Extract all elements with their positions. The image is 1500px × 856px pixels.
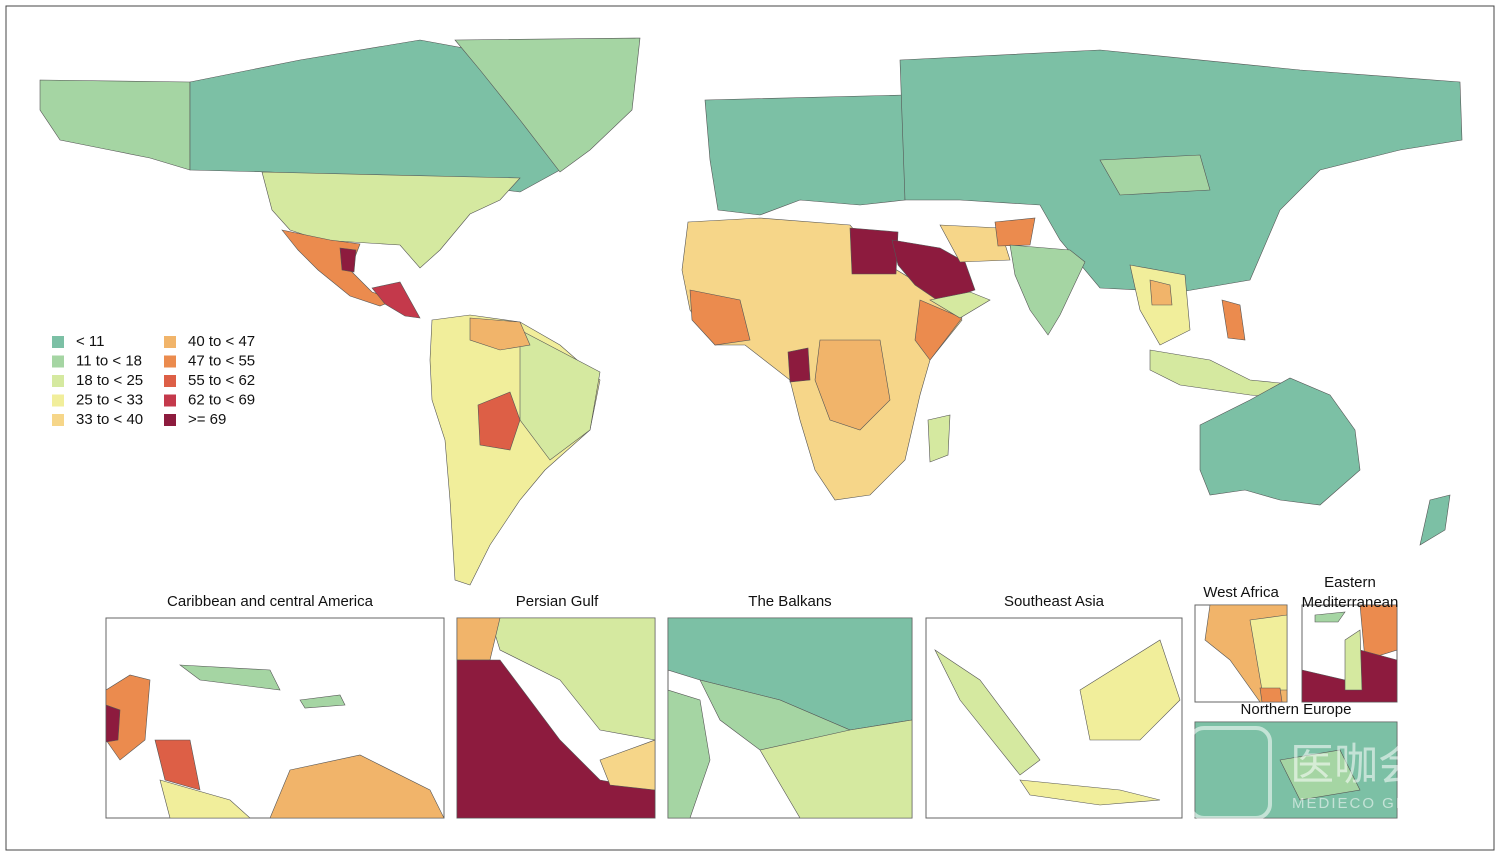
inset-title: Southeast Asia bbox=[1004, 593, 1105, 610]
region bbox=[1099, 154, 1211, 196]
region bbox=[454, 37, 641, 173]
region bbox=[1079, 639, 1181, 741]
legend-swatch bbox=[52, 336, 64, 348]
legend: < 11 11 to < 18 18 to < 25 25 to < 33 33 to … bbox=[52, 333, 255, 428]
region bbox=[159, 779, 251, 818]
region bbox=[1314, 611, 1346, 623]
region bbox=[1359, 605, 1397, 661]
region bbox=[927, 414, 951, 463]
region bbox=[1149, 279, 1173, 306]
legend-label: 62 to < 69 bbox=[188, 391, 255, 408]
region bbox=[1279, 749, 1361, 801]
region bbox=[1249, 614, 1287, 691]
watermark-sub: MEDIECO GROUP bbox=[1292, 795, 1447, 812]
legend-swatch bbox=[52, 355, 64, 368]
region bbox=[106, 704, 121, 743]
inset-title: The Balkans bbox=[748, 593, 831, 610]
region bbox=[814, 339, 891, 431]
legend-label: 55 to < 62 bbox=[188, 372, 255, 389]
watermark-brand: 医咖会 bbox=[1290, 741, 1422, 790]
region bbox=[339, 247, 357, 273]
region bbox=[1259, 687, 1283, 702]
region bbox=[1019, 779, 1161, 806]
region bbox=[704, 94, 906, 216]
inset-title: Caribbean and central America bbox=[167, 593, 374, 610]
region bbox=[939, 224, 1011, 263]
legend-swatch bbox=[164, 336, 176, 348]
region bbox=[914, 299, 963, 361]
region bbox=[371, 281, 421, 319]
legend-label: 33 to < 40 bbox=[76, 411, 143, 428]
legend-label: 47 to < 55 bbox=[188, 352, 255, 369]
region bbox=[189, 39, 561, 193]
legend-swatch bbox=[164, 394, 176, 407]
legend-swatch bbox=[52, 394, 64, 407]
watermark-logo bbox=[1188, 726, 1272, 820]
region bbox=[519, 329, 601, 461]
region bbox=[1199, 377, 1361, 506]
region bbox=[469, 317, 531, 351]
region bbox=[269, 754, 444, 818]
region bbox=[689, 289, 751, 346]
inset-title: Persian Gulf bbox=[516, 593, 599, 610]
legend-label: 40 to < 47 bbox=[188, 333, 255, 350]
region bbox=[261, 171, 521, 269]
legend-label: 11 to < 18 bbox=[76, 352, 142, 369]
region bbox=[599, 739, 655, 791]
inset-title: West Africa bbox=[1203, 584, 1279, 601]
region bbox=[934, 649, 1041, 776]
inset-title: Northern Europe bbox=[1241, 701, 1352, 718]
region bbox=[299, 694, 346, 709]
legend-label: 18 to < 25 bbox=[76, 372, 143, 389]
region bbox=[929, 291, 991, 319]
world-map bbox=[39, 37, 1463, 586]
legend-swatch bbox=[52, 414, 64, 426]
region bbox=[668, 689, 711, 818]
legend-swatch bbox=[164, 414, 176, 426]
region bbox=[1344, 629, 1363, 691]
inset-title: Eastern Mediterranean bbox=[1302, 574, 1399, 611]
inset-maps bbox=[105, 604, 1398, 819]
legend-label: 25 to < 33 bbox=[76, 391, 143, 408]
legend-label: >= 69 bbox=[188, 411, 226, 428]
region bbox=[477, 391, 521, 451]
legend-swatch bbox=[164, 355, 176, 368]
region bbox=[154, 739, 201, 791]
region bbox=[787, 347, 811, 383]
region bbox=[849, 227, 899, 275]
legend-swatch bbox=[52, 375, 64, 387]
legend-label: < 11 bbox=[76, 333, 105, 350]
watermark: 医咖会 MEDIECO GROUP bbox=[1188, 726, 1447, 820]
region bbox=[1419, 494, 1451, 546]
legend-swatch bbox=[164, 375, 176, 387]
region bbox=[759, 719, 912, 818]
region bbox=[994, 217, 1036, 247]
region bbox=[1221, 299, 1246, 341]
region bbox=[179, 664, 281, 691]
region bbox=[1009, 244, 1086, 336]
region bbox=[489, 618, 655, 741]
